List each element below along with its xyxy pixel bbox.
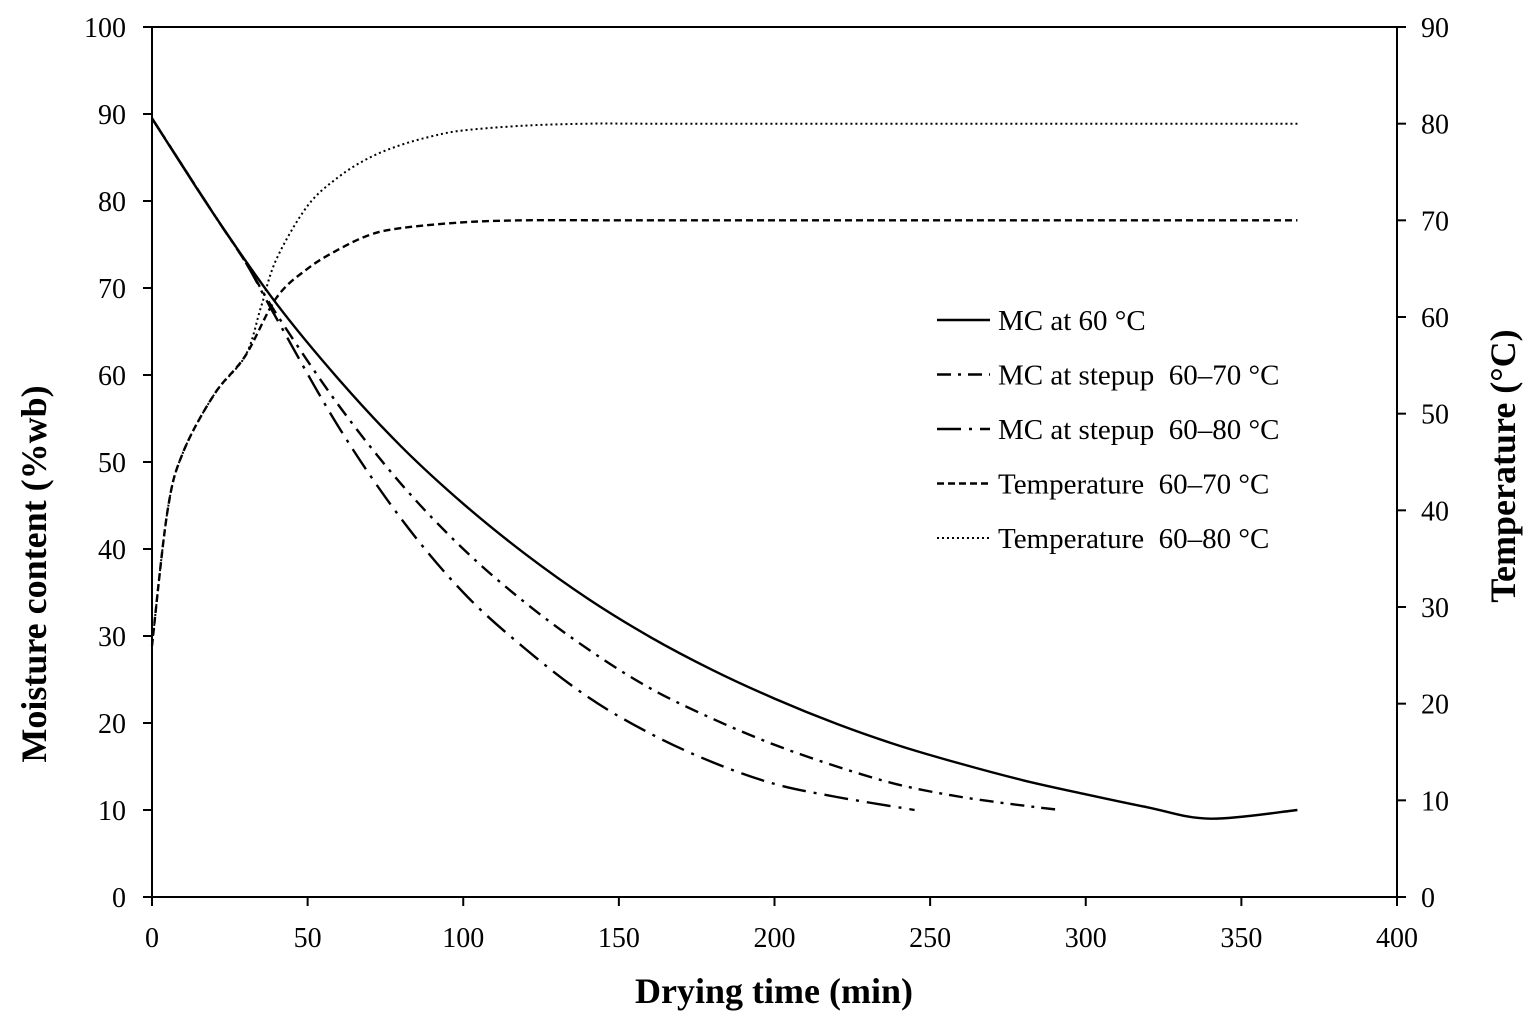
series-layer [150,117,1298,820]
series-temp-60-80 [151,122,1298,646]
y2-tick-label: 30 [1421,593,1449,624]
y-tick-label: 10 [98,796,126,827]
y-tick-label: 20 [98,709,126,740]
legend: MC at 60 °C MC at stepup 60–70 °C MC at st… [937,305,1279,555]
plot-border [151,26,1398,898]
y-tick-label: 50 [98,448,126,479]
y2-tick-label: 20 [1421,690,1449,721]
x-tick-label: 350 [1220,923,1262,954]
y-tick-label: 70 [98,274,126,305]
y-axis-right-title: Temperature (°C) [1483,329,1523,602]
y-tick-label: 90 [98,100,126,131]
y2-tick-label: 90 [1421,13,1449,44]
y-tick-label: 0 [112,883,126,914]
legend-label: Temperature 60–80 °C [998,523,1269,555]
y-axis-right: 0 10 20 30 40 50 60 70 80 90 [1397,13,1449,914]
legend-label: MC at stepup 60–80 °C [998,414,1279,446]
series-mc-stepup-60-70 [150,117,1061,812]
x-axis: 0 50 100 150 200 250 300 350 400 [145,897,1418,954]
y2-tick-label: 10 [1421,786,1449,817]
series-mc-60 [150,117,1298,820]
x-tick-label: 50 [294,923,322,954]
y2-tick-label: 80 [1421,110,1449,141]
legend-label: Temperature 60–70 °C [998,469,1269,501]
y2-tick-label: 0 [1421,883,1435,914]
y2-tick-label: 60 [1421,303,1449,334]
y-tick-label: 100 [84,13,126,44]
x-tick-label: 300 [1065,923,1107,954]
y-tick-label: 30 [98,622,126,653]
series-mc-stepup-60-80 [150,117,915,812]
y-tick-label: 60 [98,361,126,392]
y-tick-label: 80 [98,187,126,218]
x-tick-label: 400 [1376,923,1418,954]
plot-frame [151,26,1398,898]
x-tick-label: 0 [145,923,159,954]
y2-tick-label: 40 [1421,496,1449,527]
x-axis-title: Drying time (min) [635,971,913,1011]
legend-label: MC at stepup 60–70 °C [998,360,1279,392]
y-axis-left-title: Moisture content (%wb) [14,385,54,762]
y2-tick-label: 70 [1421,206,1449,237]
x-tick-label: 150 [598,923,640,954]
x-tick-label: 100 [442,923,484,954]
y-axis-left: 0 10 20 30 40 50 60 70 80 90 100 [84,13,152,914]
y2-tick-label: 50 [1421,400,1449,431]
x-tick-label: 250 [909,923,951,954]
y-tick-label: 40 [98,535,126,566]
legend-label: MC at 60 °C [998,305,1146,337]
x-tick-label: 200 [754,923,796,954]
